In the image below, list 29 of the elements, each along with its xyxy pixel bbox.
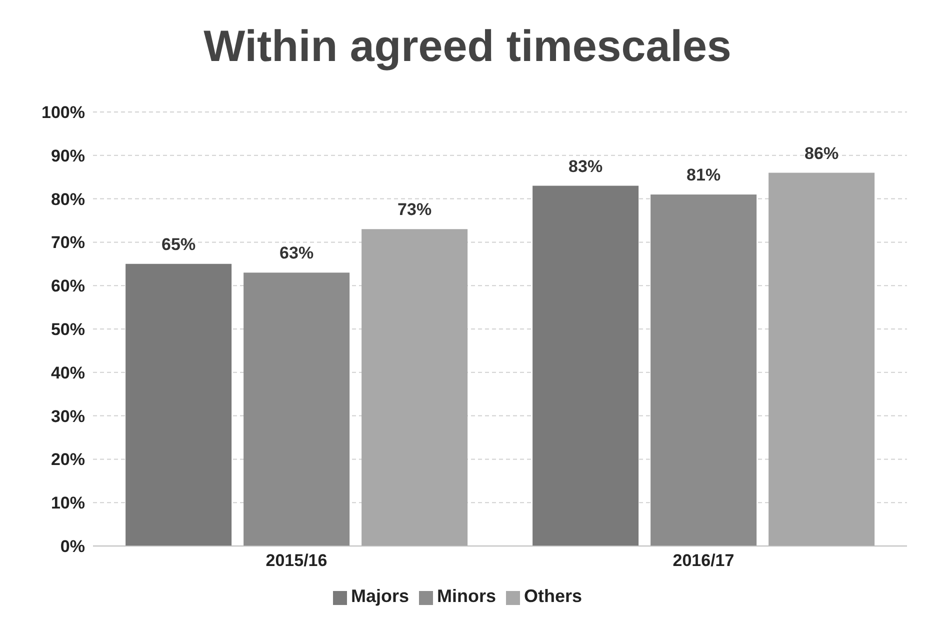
y-tick-label: 30%	[50, 406, 85, 426]
y-tick-label: 70%	[50, 233, 85, 252]
data-label: 73%	[398, 200, 432, 220]
data-label: 65%	[162, 234, 196, 254]
x-tick-label: 2016/17	[672, 551, 734, 570]
data-label: 83%	[568, 156, 603, 176]
y-tick-label: 0%	[60, 537, 85, 556]
y-tick-label: 100%	[42, 103, 85, 122]
bar	[650, 194, 757, 546]
y-tick-label: 10%	[50, 494, 85, 513]
bar	[768, 172, 875, 546]
bar	[126, 264, 232, 546]
chart-title: Within agreed timescales	[202, 21, 732, 73]
y-tick-label: 90%	[50, 146, 85, 166]
y-tick-label: 60%	[50, 276, 85, 296]
y-tick-label: 40%	[50, 363, 85, 382]
y-tick-label: 80%	[50, 190, 85, 209]
bar	[362, 229, 468, 546]
y-tick-label: 20%	[50, 450, 85, 470]
legend-label: Others	[524, 586, 582, 606]
legend-label: Majors	[350, 586, 409, 606]
data-label: 81%	[686, 165, 721, 184]
bar	[244, 272, 350, 546]
x-tick-label: 2015/16	[266, 551, 328, 570]
legend-label: Minors	[436, 586, 496, 606]
y-tick-label: 50%	[50, 320, 85, 340]
bar	[532, 186, 639, 546]
data-label: 63%	[280, 244, 314, 263]
data-label: 86%	[804, 144, 839, 163]
